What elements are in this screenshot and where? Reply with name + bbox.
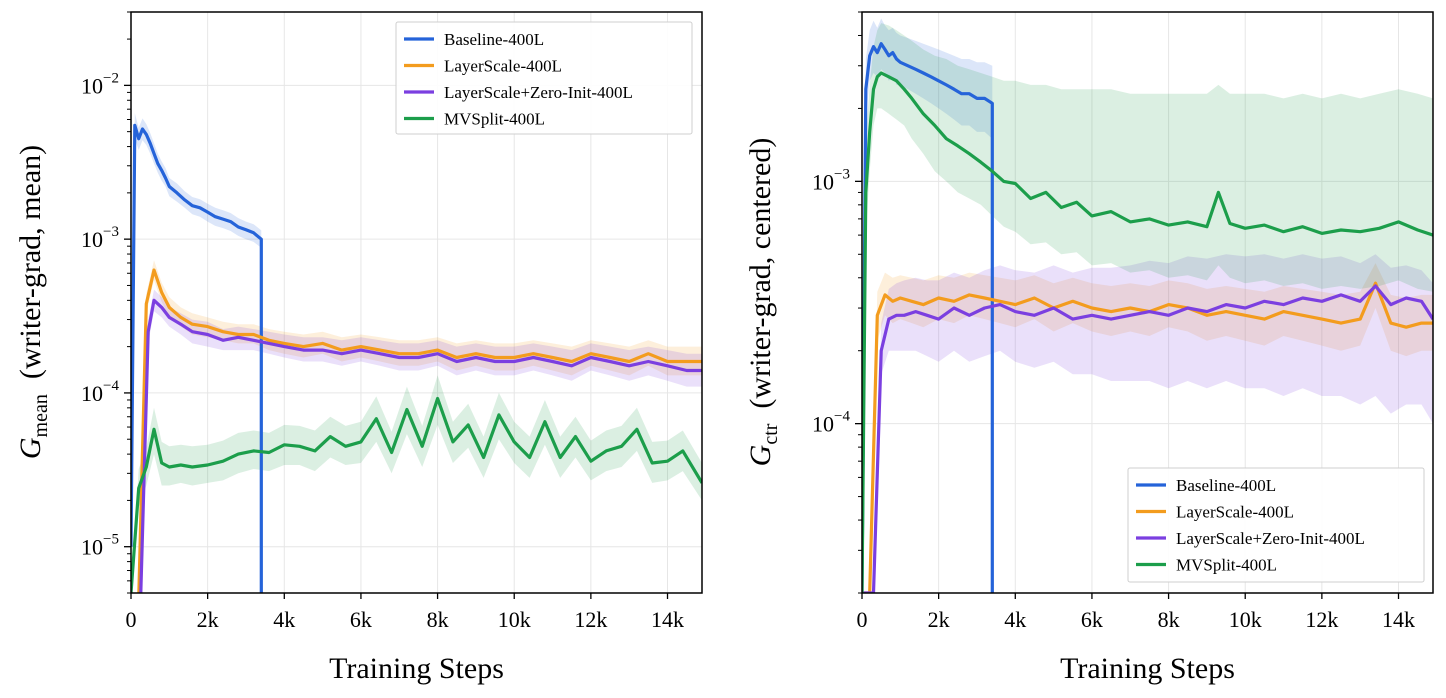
legend-label: LayerScale+Zero-Init-400L — [444, 83, 633, 102]
series-line-LayerScale+Zero-Init-400L — [139, 298, 702, 593]
legend: Baseline-400L LayerScale-400L LayerScale+Z… — [395, 21, 693, 135]
y-tick-label: 10−4 — [81, 378, 119, 406]
x-tick-label: 8k — [427, 607, 449, 632]
x-tick-label: 2k — [928, 607, 950, 632]
y-tick-label: 10−3 — [81, 224, 119, 252]
legend-label: LayerScale+Zero-Init-400L — [1176, 529, 1365, 548]
series-line-LayerScale+Zero-Init-400L — [862, 284, 1433, 593]
chart-panel-2: 0 2k 4k 6k 8k 10k 12k 14k 10−4 10−3 Training Steps… — [744, 11, 1434, 685]
y-tick-label: 10−3 — [812, 166, 850, 194]
x-tick-label: 8k — [1158, 607, 1180, 632]
x-tick-label: 4k — [273, 607, 295, 632]
series-line-LayerScale-400L — [137, 268, 702, 593]
band-LayerScale-400L — [862, 263, 1433, 593]
plot-frame — [130, 11, 703, 594]
chart-panel-1: 0 2k 4k 6k 8k 10k 12k 14k 10−5 10−4 10−3 10−2 Traini… — [14, 11, 703, 685]
y-axis-label: Gmean (writer-grad, mean) — [14, 145, 52, 459]
band-LayerScale+Zero-Init-400L — [140, 289, 702, 593]
x-axis-label: Training Steps — [1060, 652, 1235, 685]
y-tick-label: 10−2 — [81, 70, 119, 98]
series-line-MVSplit-400L — [131, 396, 702, 593]
x-tick-label: 10k — [498, 607, 531, 632]
y-tick-label: 10−4 — [812, 409, 850, 437]
x-tick-label: 10k — [1229, 607, 1262, 632]
band-MVSplit-400L — [131, 375, 702, 593]
legend-label: LayerScale-400L — [1176, 503, 1294, 522]
x-tick-label: 6k — [350, 607, 372, 632]
series-line-Baseline-400L — [131, 123, 263, 593]
y-axis-label: Gctr (writer-grad, centered) — [744, 138, 782, 467]
x-tick-label: 14k — [1382, 607, 1415, 632]
band-Baseline-400L — [862, 18, 993, 593]
x-tick-label: 0 — [857, 607, 868, 632]
x-tick-label: 12k — [574, 607, 607, 632]
legend-label: MVSplit-400L — [1176, 556, 1277, 575]
legend-label: MVSplit-400L — [444, 110, 545, 129]
legend-label: Baseline-400L — [444, 30, 544, 49]
plot-frame — [861, 11, 1434, 594]
x-tick-label: 4k — [1004, 607, 1026, 632]
legend-label: Baseline-400L — [1176, 476, 1276, 495]
plot-area — [131, 113, 702, 593]
band-MVSplit-400L — [862, 23, 1433, 593]
legend-label: LayerScale-400L — [444, 57, 562, 76]
series-line-Baseline-400L — [862, 42, 994, 593]
legend-box — [395, 21, 693, 135]
series-line-LayerScale-400L — [862, 281, 1433, 593]
legend: Baseline-400L LayerScale-400L LayerScale+Z… — [1127, 467, 1425, 583]
x-tick-label: 14k — [651, 607, 684, 632]
plot-area — [862, 18, 1433, 593]
y-tick-label: 10−5 — [81, 532, 119, 560]
x-tick-label: 0 — [126, 607, 137, 632]
x-axis-label: Training Steps — [329, 652, 504, 685]
x-tick-label: 6k — [1081, 607, 1103, 632]
legend-box — [1127, 467, 1425, 583]
x-tick-label: 2k — [197, 607, 219, 632]
band-LayerScale+Zero-Init-400L — [862, 254, 1433, 593]
series-line-MVSplit-400L — [862, 71, 1433, 593]
x-tick-label: 12k — [1305, 607, 1338, 632]
